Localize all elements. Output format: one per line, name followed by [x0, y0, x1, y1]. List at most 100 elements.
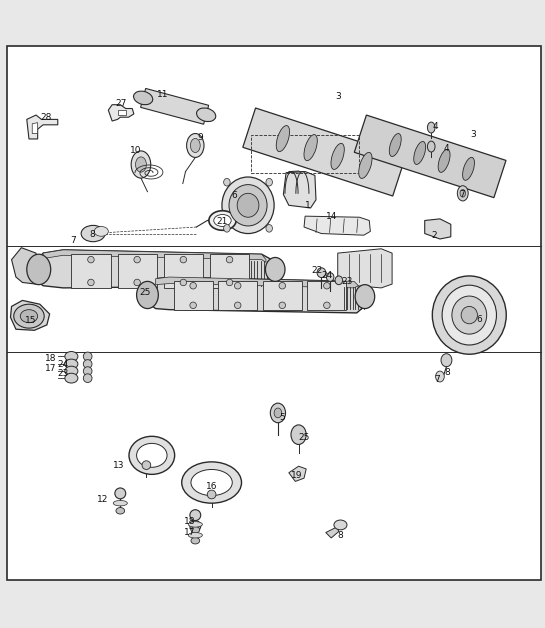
Ellipse shape	[65, 352, 78, 361]
Ellipse shape	[234, 302, 241, 308]
Ellipse shape	[334, 520, 347, 530]
Text: 14: 14	[325, 212, 337, 220]
Text: 3: 3	[335, 92, 341, 101]
Text: 24: 24	[321, 271, 332, 281]
Ellipse shape	[180, 256, 186, 263]
Text: 10: 10	[130, 146, 141, 155]
Text: 23: 23	[58, 369, 69, 378]
Ellipse shape	[432, 276, 506, 354]
Ellipse shape	[191, 526, 199, 533]
Text: 25: 25	[298, 433, 310, 443]
Text: 2: 2	[432, 230, 437, 240]
Text: 22: 22	[311, 266, 323, 275]
Polygon shape	[11, 247, 36, 284]
Text: 17: 17	[45, 364, 57, 373]
Text: 6: 6	[476, 315, 482, 324]
Ellipse shape	[137, 281, 159, 308]
Polygon shape	[156, 277, 359, 288]
Ellipse shape	[276, 126, 289, 151]
Text: 24: 24	[58, 359, 69, 369]
Ellipse shape	[188, 522, 202, 527]
Bar	[263, 281, 302, 310]
Ellipse shape	[83, 367, 92, 376]
Text: 4: 4	[433, 122, 438, 131]
Ellipse shape	[65, 366, 78, 376]
Text: 17: 17	[184, 528, 196, 537]
Ellipse shape	[190, 283, 196, 289]
Polygon shape	[141, 89, 209, 124]
Ellipse shape	[324, 283, 330, 289]
Bar	[118, 254, 157, 288]
Ellipse shape	[270, 403, 286, 423]
Ellipse shape	[191, 470, 232, 495]
Ellipse shape	[266, 225, 272, 232]
Ellipse shape	[435, 371, 444, 382]
Ellipse shape	[190, 138, 200, 153]
Polygon shape	[354, 115, 506, 198]
Ellipse shape	[113, 501, 128, 506]
Text: 8: 8	[337, 531, 343, 540]
Text: 18: 18	[184, 517, 196, 526]
Polygon shape	[32, 122, 38, 134]
Polygon shape	[326, 527, 339, 538]
Ellipse shape	[136, 157, 147, 172]
Ellipse shape	[142, 461, 151, 470]
Ellipse shape	[190, 521, 201, 531]
Ellipse shape	[197, 108, 216, 122]
Ellipse shape	[331, 143, 344, 170]
Ellipse shape	[137, 443, 167, 467]
Bar	[173, 281, 213, 310]
Text: 21: 21	[217, 217, 228, 226]
Polygon shape	[243, 108, 405, 196]
Ellipse shape	[461, 306, 477, 324]
Polygon shape	[283, 171, 316, 208]
Ellipse shape	[237, 193, 259, 217]
Ellipse shape	[452, 296, 487, 334]
Ellipse shape	[442, 285, 496, 345]
Text: 13: 13	[113, 460, 125, 470]
Ellipse shape	[359, 153, 372, 178]
Polygon shape	[27, 115, 58, 139]
Ellipse shape	[83, 374, 92, 382]
Ellipse shape	[88, 279, 94, 286]
Ellipse shape	[209, 211, 236, 230]
Ellipse shape	[88, 256, 94, 263]
Bar	[218, 281, 257, 310]
Ellipse shape	[414, 141, 426, 165]
Bar	[164, 254, 203, 288]
Ellipse shape	[188, 533, 202, 538]
Polygon shape	[338, 249, 392, 288]
Ellipse shape	[457, 186, 468, 201]
Polygon shape	[43, 250, 266, 263]
Ellipse shape	[463, 158, 475, 180]
Polygon shape	[288, 171, 306, 183]
Ellipse shape	[222, 177, 274, 234]
Text: 4: 4	[444, 144, 449, 153]
Text: 18: 18	[45, 354, 57, 363]
Ellipse shape	[324, 302, 330, 308]
Ellipse shape	[20, 310, 38, 323]
Ellipse shape	[427, 141, 435, 152]
Ellipse shape	[460, 190, 465, 197]
Text: 12: 12	[97, 495, 108, 504]
Bar	[71, 254, 111, 288]
Ellipse shape	[116, 507, 125, 514]
Ellipse shape	[190, 510, 201, 521]
Text: 1: 1	[305, 201, 311, 210]
Polygon shape	[36, 250, 275, 288]
Ellipse shape	[279, 302, 286, 308]
Ellipse shape	[229, 185, 267, 226]
Ellipse shape	[83, 352, 92, 360]
Ellipse shape	[335, 276, 343, 284]
Ellipse shape	[326, 273, 334, 281]
Ellipse shape	[134, 279, 141, 286]
Ellipse shape	[266, 178, 272, 186]
Ellipse shape	[65, 373, 78, 383]
Ellipse shape	[234, 283, 241, 289]
Ellipse shape	[226, 256, 233, 263]
Ellipse shape	[83, 360, 92, 369]
Bar	[251, 134, 360, 173]
Ellipse shape	[181, 462, 241, 503]
Text: 27: 27	[116, 99, 127, 107]
Ellipse shape	[355, 284, 375, 308]
